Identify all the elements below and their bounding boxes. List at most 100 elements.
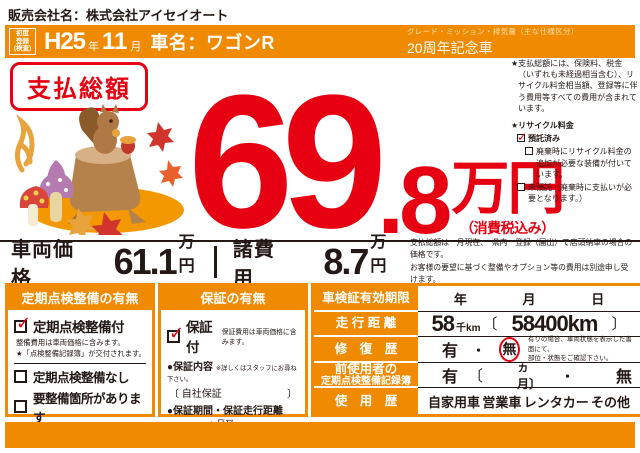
record-yes: 有: [442, 369, 459, 387]
recycle-fee-title: ★リサイクル料金: [511, 120, 574, 130]
expiry-year: 年: [453, 291, 467, 307]
mileage-unit: 千km: [456, 323, 481, 335]
badge-line: 初度: [16, 29, 29, 37]
total-price: 69 .8 万円 （消費税込み）: [188, 56, 565, 268]
record-no: 無: [616, 369, 633, 387]
warranty-with-row: ✓ 保証付 保証費用は車両価格に含みます。: [167, 316, 299, 356]
info-boxes: 定期点検整備の有無 ✓ 定期点検整備付 整備費用は車両価格に含みます。 ★「点検…: [5, 283, 640, 448]
month-unit: 月: [130, 41, 142, 53]
record-months-unit: ヵ月〕: [517, 360, 542, 392]
check-icon: ✓: [169, 322, 185, 343]
fees-unit: 万円: [370, 234, 387, 275]
bracket-open: 〔: [482, 316, 498, 334]
fees-value: 8.7: [323, 240, 369, 282]
usage-history-label: 使 用 歴: [314, 388, 418, 414]
vehicle-price-label: 車両価格: [11, 238, 74, 290]
side-notes: ★支払総額には、保険料、税金（いずれも未経過相当含む）、リサイクル料金相当額、登…: [511, 58, 638, 206]
warranty-with-note: 保証費用は車両価格に含みます。: [221, 329, 297, 346]
repair-yes: 有: [442, 343, 459, 361]
price-note-line2: お客様の要望に基づく整備やオプション等の費用は別途申し受けます。: [410, 262, 629, 284]
warranty-content-close: 〕: [287, 389, 297, 400]
mileage-thousand-km: 58: [431, 310, 456, 336]
no-repair-circle: 無: [499, 336, 520, 362]
maintenance-required-row: 要整備箇所があります: [14, 388, 146, 426]
checkbox-deposited[interactable]: ✓: [517, 130, 527, 144]
warranty-content-value: 〔 自社保証 〕: [169, 385, 297, 400]
recycle-add-item: 廃棄時にリサイクル料金の追加が必要な装備が付いています。: [525, 146, 638, 180]
expiry-day: 日: [591, 291, 605, 307]
warranty-content-note: ※詳しくはスタッフにお尋ね下さい。: [167, 365, 297, 383]
year-unit: 年: [88, 41, 100, 53]
repair-history-label: 修 復 歴: [314, 337, 418, 363]
inspection-expiry-label: 車検証有効期限: [314, 286, 418, 312]
maintenance-none-row: 定期点検整備なし: [14, 367, 146, 386]
grade-value: 20周年記念車: [407, 39, 493, 56]
warranty-box: 保証の有無 ✓ 保証付 保証費用は車両価格に含みます。 ●保証内容 ※詳しくはス…: [158, 283, 308, 448]
not-deposited-label: 未預託（廃棄時に支払いが必要となります。）: [528, 182, 632, 204]
registration-year: H25: [44, 27, 86, 55]
warranty-period-label: ●保証期間・保証走行距離: [167, 406, 284, 417]
dealer-name: 販売会社名：株式会社アイセイオート: [8, 8, 229, 23]
repair-no: 無: [502, 341, 517, 358]
checkbox-warranty-with[interactable]: ✓: [167, 323, 184, 343]
checkbox-maintenance-required[interactable]: [14, 400, 27, 414]
recycle-deposited-item: ✓ 預託済み: [517, 130, 638, 144]
odometer-value: 58400km: [511, 310, 599, 336]
usage-private: 自家用車: [428, 394, 481, 410]
price-breakdown-row: 車両価格 61.1 万円 諸費用 8.7 万円 支払総額は 月現在、 県内 登録…: [5, 234, 635, 290]
repair-history-value: 有 ・ 無 有りの場合、車両状態を表示した書面にて、 部位・状態をご確認下さい。: [418, 335, 640, 363]
tax-included-note: （消費税込み）: [460, 220, 555, 236]
repair-note1: 有りの場合、車両状態を表示した書面にて、: [527, 335, 632, 353]
bottom-bar: [5, 422, 635, 448]
warranty-with-label: 保証付: [186, 320, 212, 355]
badge-line: 登録: [16, 37, 29, 45]
maintenance-box: 定期点検整備の有無 ✓ 定期点検整備付 整備費用は車両価格に含みます。 ★「点検…: [5, 283, 155, 448]
row-repair-history: 修 復 歴 有 ・ 無 有りの場合、車両状態を表示した書面にて、 部位・状態をご…: [314, 335, 640, 363]
checkbox-add-equipment[interactable]: [525, 147, 533, 156]
total-payment-badge: 支払総額: [10, 62, 148, 111]
usage-history-value: 自家用車 営業車 レンタカー その他: [418, 388, 640, 414]
record-book-label-line2: 定期点検整備記録簿: [321, 376, 411, 388]
record-book-label-line1: 前使用者の: [334, 361, 398, 376]
record-book-value: 有 〔 ヵ月〕 ・ 無: [418, 360, 640, 391]
maintenance-with-row: ✓ 定期点検整備付: [14, 313, 146, 336]
usage-commercial: 営業車: [482, 394, 522, 410]
check-icon: ✓: [517, 130, 528, 145]
vehicle-price-unit: 万円: [178, 234, 195, 275]
warranty-box-title: 保証の有無: [161, 286, 305, 310]
divider: [14, 362, 146, 364]
warranty-content-text: 〔 自社保証: [169, 389, 222, 400]
mileage-label: 走 行 距 離: [314, 311, 418, 338]
row-inspection-expiry: 車検証有効期限 年 月 日: [314, 286, 640, 312]
usage-rental: レンタカー: [523, 394, 589, 410]
registration-month: 11: [102, 27, 128, 55]
checkbox-not-deposited[interactable]: [517, 182, 525, 191]
checkbox-maintenance-with[interactable]: ✓: [14, 313, 31, 333]
separator-dot: ・: [472, 342, 486, 358]
inspection-expiry-value: 年 月 日: [418, 286, 640, 312]
maintenance-note2: ★「点検整備記録簿」が交付されます。: [16, 348, 146, 358]
title-bar: 初度 登録 (検査) H25 年 11 月 車名：ワゴンR グレード・ミッション…: [5, 25, 635, 58]
price-integer: 69: [188, 56, 387, 268]
add-equipment-label: 廃棄時にリサイクル料金の追加が必要な装備が付いています。: [536, 147, 632, 179]
bracket-close: 〕: [611, 316, 627, 334]
mileage-value: 58 千km 〔 58400km 〕: [418, 310, 640, 338]
row-usage-history: 使 用 歴 自家用車 営業車 レンタカー その他: [314, 388, 640, 414]
first-registration-badge: 初度 登録 (検査): [9, 28, 36, 55]
check-icon: ✓: [16, 312, 32, 333]
maintenance-notes: 整備費用は車両価格に含みます。 ★「点検整備記録簿」が交付されます。: [16, 338, 146, 360]
divider-rule: [0, 240, 640, 242]
fees-label: 諸費用: [232, 238, 275, 290]
checkbox-maintenance-none[interactable]: [14, 369, 27, 383]
details-table: 車検証有効期限 年 月 日 走 行 距 離 58 千km 〔 58400km 〕: [311, 283, 640, 417]
row-mileage: 走 行 距 離 58 千km 〔 58400km 〕: [314, 310, 640, 338]
maintenance-box-title: 定期点検整備の有無: [8, 286, 152, 310]
record-book-label: 前使用者の 定期点検整備記録簿: [314, 361, 418, 389]
badge-line: (検査): [13, 45, 32, 53]
grade-block: グレード・ミッション・排気量（主な仕様区分） 20周年記念車: [407, 26, 625, 58]
row-record-book: 前使用者の 定期点検整備記録簿 有 〔 ヵ月〕 ・ 無: [314, 360, 640, 391]
recycle-not-deposited-item: 未預託（廃棄時に支払いが必要となります。）: [517, 182, 638, 204]
separator-dot: ・: [561, 368, 575, 384]
bracket-open: 〔: [468, 367, 484, 385]
